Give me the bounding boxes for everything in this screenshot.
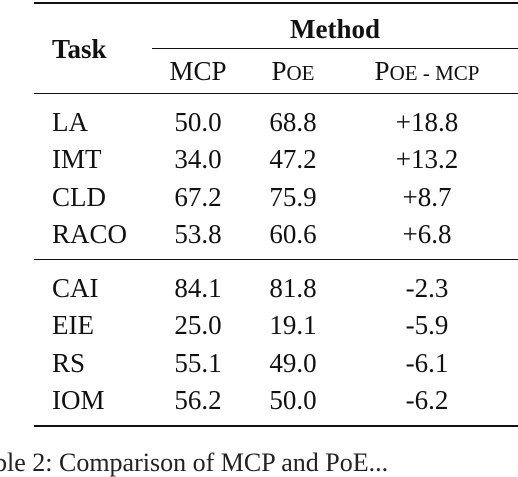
mcp-cell: 50.0 bbox=[174, 107, 222, 137]
diff-cell: -6.1 bbox=[405, 348, 449, 378]
column-header-poe: POE bbox=[271, 58, 314, 85]
poe-cell: 68.8 bbox=[269, 107, 317, 137]
column-header-difference: POE - MCP bbox=[375, 58, 480, 85]
poe-cell: 47.2 bbox=[269, 144, 317, 174]
mcp-cell: 55.1 bbox=[174, 348, 222, 378]
diff-cell: +13.2 bbox=[395, 144, 459, 174]
group-separator-rule bbox=[34, 259, 518, 260]
mcp-cell: 53.8 bbox=[174, 219, 222, 249]
task-cell: RS bbox=[52, 348, 86, 378]
column-header-mcp: MCP bbox=[169, 56, 227, 86]
task-cell: EIE bbox=[52, 310, 94, 340]
table-top-rule bbox=[34, 2, 518, 4]
diff-cell: -5.9 bbox=[405, 310, 449, 340]
diff-rest: OE - MCP bbox=[389, 61, 480, 85]
poe-cell: 60.6 bbox=[269, 219, 317, 249]
diff-cell: +6.8 bbox=[402, 219, 452, 249]
task-cell: CLD bbox=[52, 182, 106, 212]
poe-initial: P bbox=[271, 56, 287, 86]
mcp-cell: 56.2 bbox=[174, 385, 222, 415]
diff-cell: -6.2 bbox=[405, 385, 449, 415]
mcp-cell: 84.1 bbox=[174, 273, 222, 303]
diff-cell: +8.7 bbox=[402, 182, 452, 212]
mcp-cell: 34.0 bbox=[174, 144, 222, 174]
poe-cell: 81.8 bbox=[269, 273, 317, 303]
poe-smallcaps: OE bbox=[286, 61, 315, 85]
poe-cell: 50.0 bbox=[269, 385, 317, 415]
task-cell: IMT bbox=[52, 144, 102, 174]
task-cell: RACO bbox=[52, 219, 128, 249]
task-header: Task bbox=[52, 34, 107, 64]
header-rule bbox=[34, 93, 518, 94]
diff-cell: +18.8 bbox=[395, 107, 459, 137]
diff-cell: -2.3 bbox=[405, 273, 449, 303]
diff-initial: P bbox=[374, 56, 390, 86]
mcp-cell: 67.2 bbox=[174, 182, 222, 212]
task-cell: CAI bbox=[52, 273, 99, 303]
method-header: Method bbox=[290, 14, 380, 44]
poe-cell: 75.9 bbox=[269, 182, 317, 212]
poe-cell: 19.1 bbox=[269, 310, 317, 340]
task-cell: IOM bbox=[52, 385, 105, 415]
method-midrule bbox=[152, 48, 518, 49]
task-cell: LA bbox=[52, 107, 88, 137]
mcp-cell: 25.0 bbox=[174, 310, 222, 340]
table-caption: ble 2: Comparison of MCP and PoE... bbox=[0, 448, 389, 477]
table-bottom-rule bbox=[34, 425, 518, 427]
poe-cell: 49.0 bbox=[269, 348, 317, 378]
